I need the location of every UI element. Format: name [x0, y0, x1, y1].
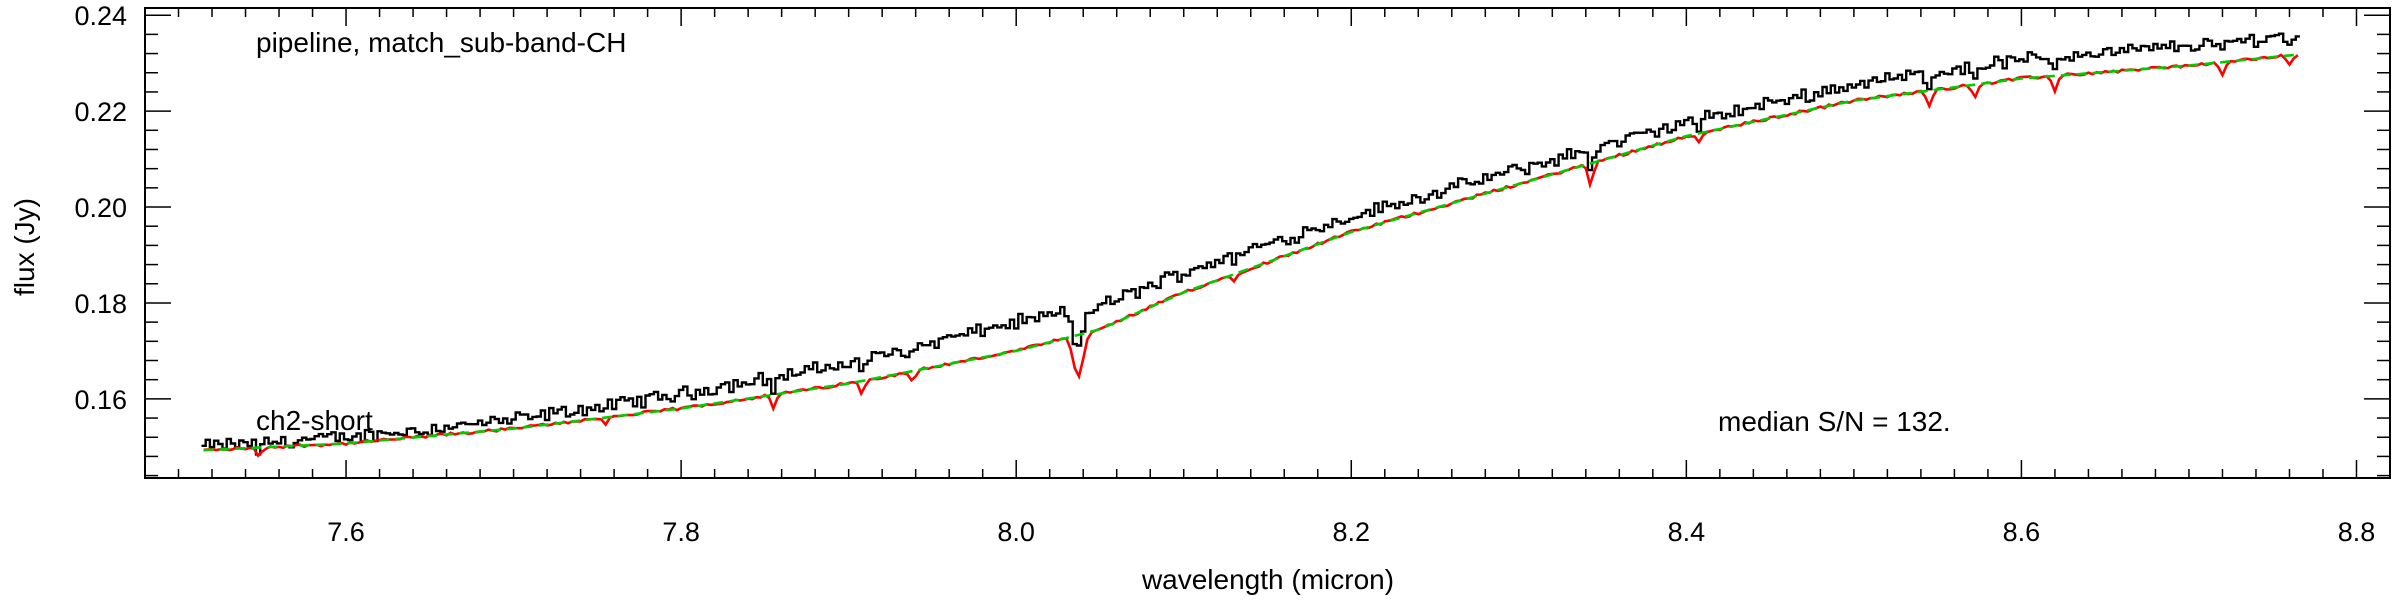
plot-frame [144, 7, 2391, 479]
y-axis-label: flux (Jy) [9, 198, 40, 296]
x-tick-label: 8.8 [2338, 517, 2376, 547]
x-tick-label: 7.8 [662, 517, 700, 547]
series-continuum [203, 53, 2299, 452]
y-tick-label: 0.24 [74, 1, 127, 31]
series-observed-spectrum [201, 32, 2300, 456]
y-tick-label: 0.16 [74, 385, 127, 415]
annotation-snr: median S/N = 132. [1718, 406, 1951, 437]
x-tick-label: 8.6 [2003, 517, 2041, 547]
series-model-spectrum [203, 53, 2299, 458]
x-axis-label: wavelength (micron) [1141, 564, 1394, 595]
annotation-channel: ch2-short [256, 405, 373, 436]
x-tick-label: 8.2 [1332, 517, 1370, 547]
x-tick-label: 8.0 [997, 517, 1035, 547]
series [201, 32, 2300, 458]
axes: 7.6 7.8 8.0 8.2 8.4 8.6 8.8 0.16 0.18 0.20 0.22 0.2… [74, 1, 2391, 547]
annotation-method: pipeline, match_sub-band-CH [256, 27, 626, 58]
y-tick-label: 0.22 [74, 97, 127, 127]
y-tick-label: 0.20 [74, 193, 127, 223]
y-tick-label: 0.18 [74, 289, 127, 319]
x-tick-label: 7.6 [327, 517, 365, 547]
x-tick-label: 8.4 [1668, 517, 1706, 547]
